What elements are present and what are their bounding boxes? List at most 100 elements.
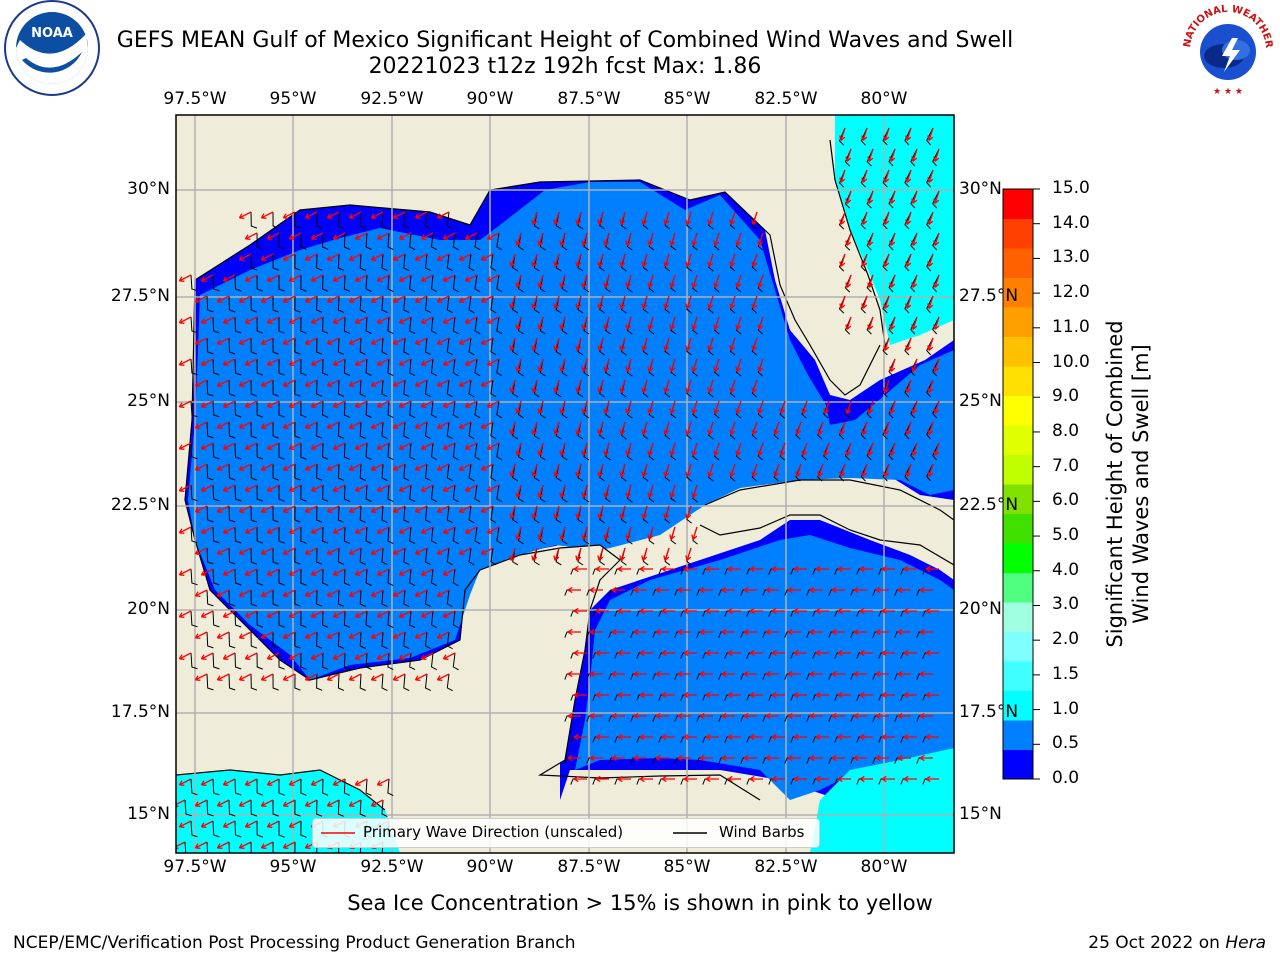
wind-barb (250, 547, 258, 565)
wave-direction-arrow (619, 295, 626, 309)
wave-direction-arrow (310, 316, 324, 324)
wave-direction-arrow (222, 526, 236, 534)
wave-direction-arrow (376, 568, 390, 576)
wind-barb (343, 568, 351, 586)
wave-direction-arrow (194, 379, 208, 387)
wind-barb (512, 379, 519, 398)
wind-barb (228, 841, 230, 853)
wave-direction-arrow (683, 607, 697, 615)
wave-direction-arrow (458, 295, 472, 303)
wind-barb (468, 505, 475, 524)
wave-direction-arrow (639, 775, 653, 783)
wave-direction-arrow (773, 421, 780, 435)
wind-barb (430, 358, 438, 377)
wind-barb (446, 673, 453, 692)
wind-barb (278, 443, 285, 460)
wave-direction-arrow (897, 670, 911, 678)
wind-barb (343, 316, 351, 334)
colorbar-tick-label: 11.0 (1052, 316, 1090, 337)
wave-direction-arrow (751, 295, 758, 309)
wave-direction-arrow (194, 589, 208, 597)
wind-barb (272, 799, 279, 817)
wave-direction-arrow (705, 649, 719, 657)
wind-barb (365, 610, 372, 628)
wave-direction-arrow (735, 400, 742, 414)
wave-direction-arrow (721, 670, 735, 678)
wave-direction-arrow (398, 526, 412, 534)
wave-direction-arrow (757, 442, 764, 456)
wave-direction-arrow (603, 358, 610, 372)
wave-direction-arrow (713, 316, 720, 330)
wave-direction-arrow (603, 316, 610, 330)
wave-direction-arrow (889, 190, 896, 204)
wave-direction-arrow (304, 799, 318, 807)
wave-direction-arrow (749, 733, 763, 741)
wave-direction-arrow (348, 295, 362, 303)
wave-direction-arrow (348, 253, 362, 261)
wind-barb (300, 568, 307, 586)
wind-barb (910, 358, 918, 377)
wave-direction-arrow (266, 820, 280, 828)
wave-direction-arrow (793, 733, 807, 741)
wave-direction-arrow (735, 442, 742, 456)
wind-barb (387, 232, 394, 251)
wind-barb (343, 232, 351, 250)
wave-direction-arrow (699, 586, 713, 594)
colorbar-segment (1003, 661, 1033, 691)
wave-direction-arrow (370, 589, 384, 597)
wave-direction-arrow (420, 652, 434, 660)
wave-direction-arrow (911, 274, 918, 288)
wind-barb (322, 778, 329, 796)
wave-direction-arrow (655, 754, 669, 762)
wave-direction-arrow (867, 190, 874, 204)
wave-direction-arrow (266, 232, 280, 240)
wave-direction-arrow (216, 589, 230, 597)
wave-direction-arrow (348, 799, 362, 807)
wave-direction-arrow (216, 631, 230, 639)
wind-barb (409, 526, 416, 545)
wave-direction-arrow (332, 484, 346, 492)
wave-direction-arrow (436, 505, 450, 513)
wave-direction-arrow (414, 463, 428, 471)
wave-direction-arrow (420, 568, 434, 576)
wave-direction-arrow (581, 232, 588, 246)
wind-barb (272, 631, 279, 649)
wave-direction-arrow (398, 358, 412, 366)
wave-direction-arrow (392, 631, 406, 639)
wave-direction-arrow (553, 337, 560, 351)
wind-barb (932, 148, 940, 167)
wave-direction-arrow (486, 526, 500, 534)
wave-direction-arrow (260, 631, 274, 639)
wind-barb (452, 358, 459, 377)
wave-direction-arrow (875, 586, 889, 594)
wave-direction-arrow (442, 484, 456, 492)
wave-direction-arrow (370, 379, 384, 387)
wind-barb (452, 232, 459, 251)
wind-barb (409, 232, 416, 251)
wave-direction-arrow (420, 358, 434, 366)
wave-direction-arrow (647, 232, 654, 246)
wind-barb (381, 799, 388, 818)
wind-barb (424, 253, 432, 272)
wind-barb (206, 547, 214, 565)
wave-direction-arrow (354, 652, 368, 660)
wave-direction-arrow (867, 232, 874, 246)
wave-direction-arrow (553, 295, 560, 309)
wave-direction-arrow (911, 232, 918, 246)
wave-direction-arrow (831, 712, 845, 720)
wind-barb (212, 358, 220, 376)
wind-barb (496, 526, 503, 545)
lon-tick-label: 97.5°W (163, 89, 227, 109)
wind-barb (300, 274, 307, 292)
wind-barb (910, 190, 918, 209)
wave-direction-arrow (348, 337, 362, 345)
colorbar-tick-label: 1.0 (1052, 698, 1080, 719)
wave-direction-arrow (845, 400, 852, 414)
wave-direction-arrow (669, 232, 676, 246)
wind-barb (234, 316, 242, 334)
wind-barb (365, 316, 372, 334)
wind-barb (272, 421, 279, 439)
wave-direction-arrow (603, 400, 610, 414)
wave-direction-arrow (326, 295, 340, 303)
wave-direction-arrow (691, 358, 698, 372)
